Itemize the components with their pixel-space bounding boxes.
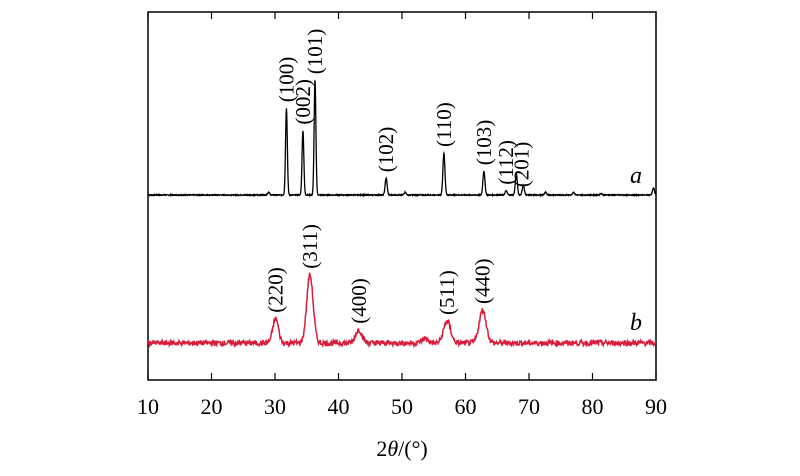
x-axis-title-prefix: 2 bbox=[376, 436, 387, 461]
peak-label-a: (110) bbox=[432, 102, 456, 147]
x-axis-title-symbol: θ bbox=[387, 436, 398, 461]
x-tick-label: 30 bbox=[264, 394, 286, 419]
x-tick-label: 70 bbox=[518, 394, 540, 419]
x-tick-label: 20 bbox=[201, 394, 223, 419]
series-layer bbox=[147, 79, 657, 349]
series-a-line bbox=[147, 79, 657, 198]
x-axis-title: 2θ/(°) bbox=[376, 436, 427, 461]
x-tick-label: 60 bbox=[455, 394, 477, 419]
series-b-letter: b bbox=[630, 310, 642, 336]
peak-label-a: (101) bbox=[303, 29, 327, 75]
series-a-letter: a bbox=[630, 163, 642, 189]
peak-label-a: (100) bbox=[274, 57, 298, 103]
peak-label-b: (400) bbox=[347, 278, 371, 324]
peak-label-a: (201) bbox=[509, 142, 533, 188]
x-tick-label: 10 bbox=[137, 394, 159, 419]
x-tick-label: 40 bbox=[328, 394, 350, 419]
x-axis-ticks: 10 20 30 40 50 60 70 80 90 bbox=[137, 12, 667, 419]
peak-label-a: (112) bbox=[494, 140, 518, 185]
peak-label-b: (440) bbox=[471, 259, 495, 305]
peak-label-b: (220) bbox=[264, 267, 288, 313]
x-tick-label: 90 bbox=[645, 394, 667, 419]
peak-label-a: (002) bbox=[291, 79, 315, 125]
peak-label-layer: a (100)(002) (101) (102) (110) (103)(112)(201… bbox=[264, 29, 642, 336]
peak-label-a: (103) bbox=[472, 120, 496, 166]
x-axis-title-suffix: /(°) bbox=[398, 436, 428, 461]
x-tick-label: 80 bbox=[582, 394, 604, 419]
x-tick-label: 50 bbox=[391, 394, 413, 419]
series-b-line bbox=[147, 272, 657, 349]
peak-label-a: (102) bbox=[374, 127, 398, 173]
peak-label-b: (311) bbox=[298, 224, 322, 269]
peak-label-b: (511) bbox=[435, 270, 459, 315]
